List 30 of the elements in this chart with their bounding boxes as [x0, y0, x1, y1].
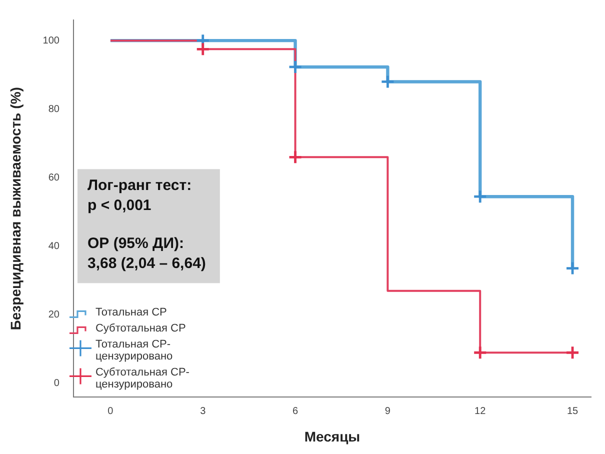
legend-label: Субтотальная СР-цензурировано [95, 366, 190, 391]
y-tick-label: 20 [48, 310, 60, 321]
y-axis-title: Безрецидивная выживаемость (%) [7, 87, 24, 330]
y-tick-label: 0 [54, 378, 60, 390]
y-tick-label: 40 [48, 241, 60, 252]
point [472, 189, 488, 204]
x-tick-label: 9 [384, 406, 391, 417]
annotation: ОР (95% ДИ): [87, 234, 184, 252]
y-tick-label: 60 [48, 172, 60, 184]
point [196, 42, 210, 56]
x-tick-label: 15 [566, 406, 579, 417]
legend-label: Тотальная СР [95, 306, 167, 319]
x-tick-label: 6 [292, 406, 298, 417]
x-tick-label: 3 [200, 406, 206, 417]
point [288, 60, 302, 74]
x-tick-label: 12 [474, 406, 486, 417]
x-axis-title: Месяцы [304, 428, 360, 444]
legend-label: Тотальная СР-цензурировано [95, 338, 173, 363]
y-tick-label: 80 [48, 104, 60, 115]
annotation: 3,68 (2,04 – 6,64) [87, 254, 206, 272]
point [565, 345, 580, 360]
point [472, 345, 488, 360]
annotation: Лог-ранг тест: [87, 176, 192, 194]
point [380, 74, 395, 89]
y-tick-label: 100 [42, 35, 60, 46]
point [288, 150, 302, 164]
x-tick-label: 0 [108, 406, 114, 417]
annotation: p < 0,001 [87, 196, 152, 214]
legend-label: Субтотальная СР [95, 322, 186, 335]
point [565, 261, 580, 276]
